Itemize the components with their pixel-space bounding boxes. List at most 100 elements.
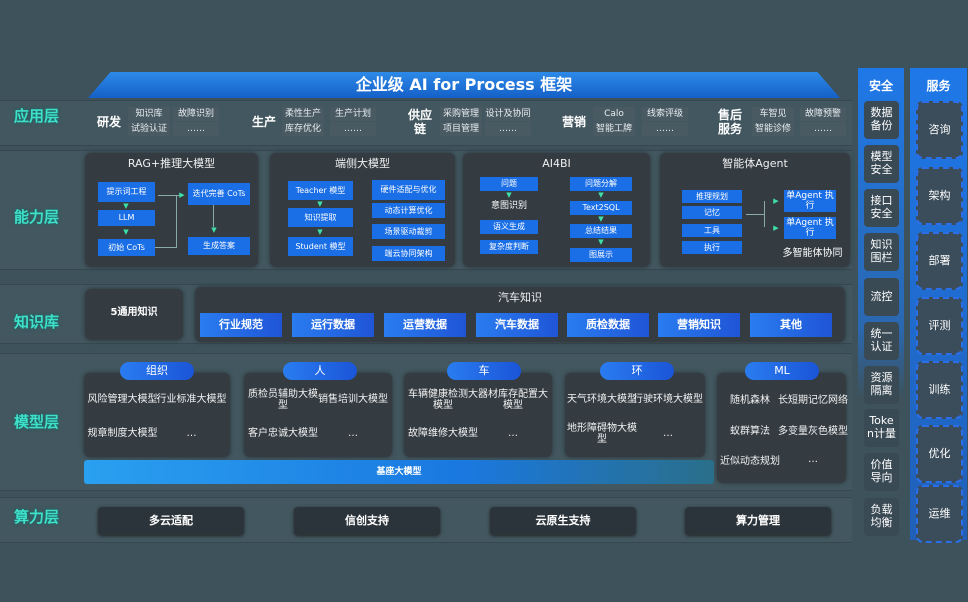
knowledge-item[interactable]: 营销知识 — [658, 313, 740, 337]
model-item[interactable]: … — [508, 428, 518, 440]
capability-step: 迭代完善 CoTs — [188, 183, 250, 205]
service-item[interactable]: 架构 — [916, 167, 963, 225]
app-item[interactable]: 线索评级 — [642, 107, 688, 121]
security-item[interactable]: 资源隔离 — [864, 366, 899, 404]
arrow-down-icon: ▼ — [317, 228, 323, 237]
model-item[interactable]: 规章制度大模型 — [87, 428, 158, 440]
app-item[interactable]: 智能工牌 — [593, 122, 635, 136]
model-group-header: 环 — [600, 362, 674, 380]
model-item[interactable]: 故障维修大模型 — [408, 428, 478, 440]
app-item[interactable]: 车智见 — [752, 107, 794, 121]
model-item[interactable]: 行业标准大模型 — [156, 394, 227, 406]
compute-item[interactable]: 算力管理 — [685, 507, 831, 535]
app-item[interactable]: …… — [485, 122, 531, 136]
model-group-header: 车 — [447, 362, 521, 380]
capability-feature: 硬件适配与优化 — [372, 180, 445, 200]
security-item[interactable]: 接口安全 — [864, 189, 899, 227]
capability-step-text: 意图识别 — [490, 200, 527, 211]
model-item[interactable]: … — [808, 454, 818, 466]
compute-item[interactable]: 云原生支持 — [490, 507, 636, 535]
arrow-down-icon: ▼ — [598, 191, 604, 200]
knowledge-item[interactable]: 其他 — [750, 313, 832, 337]
app-item[interactable]: 知识库 — [128, 107, 170, 121]
model-item[interactable]: 质检员辅助大模型 — [248, 388, 318, 412]
model-item[interactable]: 销售培训大模型 — [318, 394, 388, 406]
compute-item[interactable]: 多云适配 — [98, 507, 244, 535]
knowledge-item[interactable]: 质检数据 — [567, 313, 649, 337]
model-item[interactable]: 行驶环境大模型 — [633, 394, 703, 406]
model-item[interactable]: … — [348, 428, 358, 440]
auto-knowledge-title: 汽车知识 — [498, 290, 542, 304]
model-item[interactable]: 多变量灰色模型 — [778, 426, 848, 438]
app-item[interactable]: …… — [330, 122, 376, 136]
capability-step: 初始 CoTs — [98, 239, 155, 256]
security-item[interactable]: 统一认证 — [864, 322, 899, 360]
model-item[interactable]: 随机森林 — [730, 395, 770, 407]
knowledge-item[interactable]: 运营数据 — [384, 313, 466, 337]
capability-step: 问题 — [480, 177, 538, 191]
service-item[interactable]: 训练 — [916, 361, 963, 419]
service-item[interactable]: 优化 — [916, 425, 963, 483]
service-item[interactable]: 咨询 — [916, 101, 963, 159]
arrow-down-icon: ▼ — [123, 202, 129, 211]
model-item[interactable]: 地形障碍物大模型 — [567, 422, 637, 446]
security-item[interactable]: 负载均衡 — [864, 498, 899, 536]
app-item[interactable]: 故障识别 — [173, 107, 219, 121]
capability-panel-title: 智能体Agent — [722, 156, 788, 170]
app-item[interactable]: 生产计划 — [330, 107, 376, 121]
compute-item[interactable]: 信创支持 — [294, 507, 440, 535]
model-item[interactable]: 长短期记忆网络 — [778, 395, 848, 407]
model-group-panel — [244, 373, 392, 457]
knowledge-item[interactable]: 行业规范 — [200, 313, 282, 337]
security-item[interactable]: 流控 — [864, 278, 899, 316]
app-item[interactable]: 试验认证 — [128, 122, 170, 136]
capability-step: 知识提取 — [288, 208, 353, 227]
connector-line — [764, 201, 765, 227]
app-item[interactable]: Calo — [593, 107, 635, 121]
app-item[interactable]: 柔性生产 — [282, 107, 324, 121]
security-item[interactable]: 价值导向 — [864, 453, 899, 491]
model-item[interactable]: 客户忠诚大模型 — [248, 428, 318, 440]
agent-component: 执行 — [682, 241, 742, 254]
model-item[interactable]: … — [186, 428, 197, 440]
model-group-header: 组织 — [120, 362, 194, 380]
capability-step: 问题分解 — [570, 177, 632, 191]
app-item[interactable]: 库存优化 — [282, 122, 324, 136]
app-item[interactable]: …… — [642, 122, 688, 136]
security-item[interactable]: 模型安全 — [864, 145, 899, 183]
security-item[interactable]: Token计量 — [864, 409, 899, 447]
base-model-bar: 基座大模型 — [84, 460, 714, 484]
capability-step: 语义生成 — [480, 220, 538, 234]
service-item[interactable]: 运维 — [916, 485, 963, 543]
app-item[interactable]: …… — [800, 122, 846, 136]
app-item[interactable]: 项目管理 — [440, 122, 482, 136]
app-item[interactable]: 故障预警 — [800, 107, 846, 121]
security-item[interactable]: 数据备份 — [864, 101, 899, 139]
capability-step: Teacher 模型 — [288, 181, 353, 200]
app-item[interactable]: 采购管理 — [440, 107, 482, 121]
app-item[interactable]: 智能诊修 — [752, 122, 794, 136]
arrow-down-icon: ▼ — [598, 215, 604, 224]
model-item[interactable]: 天气环境大模型 — [567, 394, 637, 406]
layer-label-app: 应用层 — [14, 107, 60, 126]
arrow-down-icon: ▼ — [506, 191, 512, 200]
capability-step: LLM — [98, 210, 155, 226]
model-item[interactable]: … — [663, 428, 673, 440]
app-item[interactable]: …… — [173, 122, 219, 136]
service-item[interactable]: 评测 — [916, 297, 963, 355]
security-item[interactable]: 知识围栏 — [864, 233, 899, 271]
app-item[interactable]: 设计及协同 — [485, 107, 531, 121]
model-group-panel — [404, 373, 552, 457]
app-group-label: 研发 — [96, 115, 121, 130]
model-item[interactable]: 蚁群算法 — [730, 426, 770, 438]
model-item[interactable]: 车辆健康检测大模型 — [408, 388, 478, 412]
model-item[interactable]: 近似动态规划 — [720, 456, 780, 468]
service-item[interactable]: 部署 — [916, 232, 963, 290]
model-item[interactable]: 风险管理大模型 — [87, 394, 158, 406]
layer-label-knowledge: 知识库 — [14, 313, 60, 332]
connector-line — [158, 195, 182, 196]
knowledge-item[interactable]: 汽车数据 — [476, 313, 558, 337]
model-group-header: 人 — [283, 362, 357, 380]
model-item[interactable]: 器材库存配置大模型 — [478, 388, 548, 412]
knowledge-item[interactable]: 运行数据 — [292, 313, 374, 337]
